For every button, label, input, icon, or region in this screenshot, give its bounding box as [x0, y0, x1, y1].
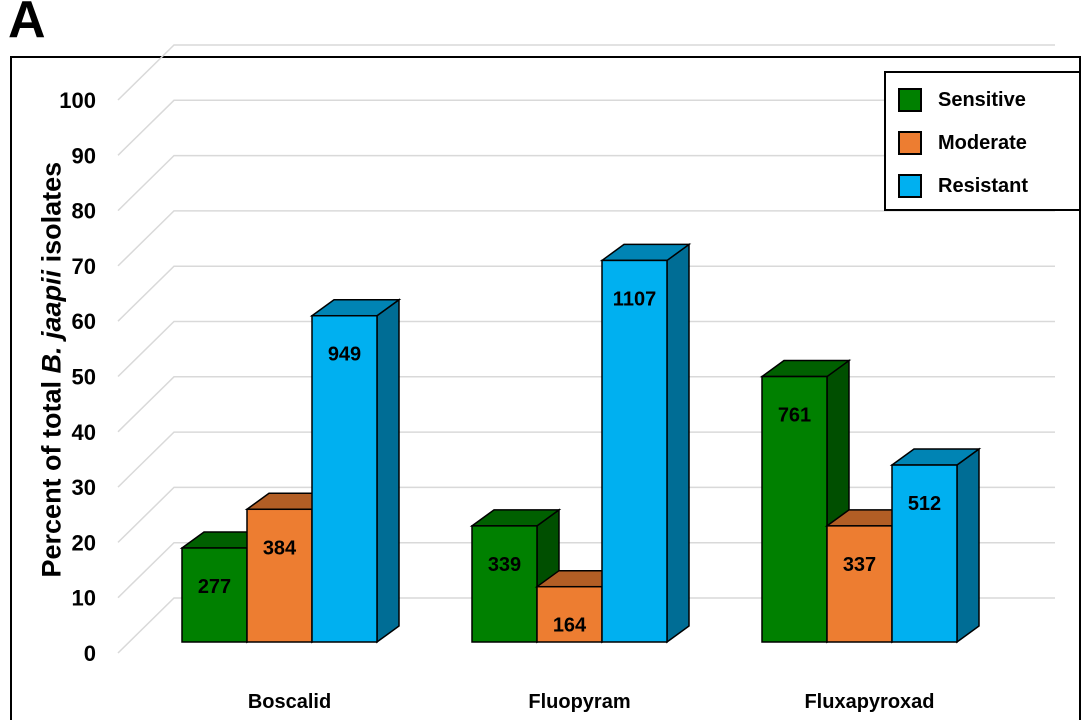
y-tick-label: 60 [72, 309, 96, 334]
legend: Sensitive Moderate Resistant [884, 71, 1081, 211]
legend-swatch-sensitive [898, 88, 922, 112]
gridline [117, 44, 1055, 101]
y-tick-label: 50 [72, 365, 96, 390]
legend-swatch-resistant [898, 174, 922, 198]
bar-front [601, 259, 668, 643]
bar-resistant: 512 [889, 447, 982, 644]
legend-item-resistant: Resistant [898, 174, 1028, 198]
y-axis-label-prefix: Percent of total [36, 373, 67, 578]
gridline [117, 376, 1055, 433]
bar-side [376, 298, 400, 644]
bar-resistant: 949 [309, 298, 402, 644]
y-tick-label: 30 [72, 475, 96, 500]
data-label: 384 [263, 537, 297, 559]
y-axis-label-species: B. jaapii [36, 269, 67, 374]
data-label: 949 [328, 344, 361, 366]
y-tick-label: 80 [72, 199, 96, 224]
y-axis-label-suffix: isolates [36, 161, 67, 270]
data-label: 761 [778, 405, 811, 427]
data-label: 337 [843, 554, 876, 576]
x-tick-label: Fluopyram [528, 691, 630, 713]
panel-label: A [8, 0, 46, 49]
data-label: 277 [198, 576, 231, 598]
y-tick-label: 10 [72, 586, 96, 611]
gridline [117, 210, 1055, 267]
data-label: 164 [553, 615, 587, 637]
bar-side [666, 242, 690, 644]
gridline [117, 99, 1055, 156]
bar-front [181, 547, 248, 643]
bar-front [761, 375, 828, 643]
bar-front [826, 525, 893, 643]
data-label: 512 [908, 493, 941, 515]
x-tick-label: Boscalid [248, 691, 331, 713]
bars: 277 384 949 339 164 1107 761 337 512 [179, 242, 982, 644]
y-axis-label: Percent of total B. jaapii isolates [36, 162, 68, 578]
y-tick-labels: 0 10 20 30 40 50 60 70 80 90 100 [59, 88, 96, 666]
y-tick-label: 0 [84, 641, 96, 666]
legend-label-moderate: Moderate [938, 131, 1027, 154]
legend-item-moderate: Moderate [898, 131, 1027, 155]
chart-frame [10, 56, 1081, 720]
bar-side [956, 447, 980, 644]
bar-front [311, 314, 378, 643]
bar-front [536, 585, 603, 643]
gridline [117, 265, 1055, 322]
legend-label-sensitive: Sensitive [938, 88, 1026, 111]
gridline [117, 320, 1055, 378]
legend-item-sensitive: Sensitive [898, 88, 1026, 112]
bar-resistant: 1107 [599, 242, 692, 644]
y-tick-label: 70 [72, 254, 96, 279]
bar-front [471, 525, 538, 643]
y-tick-label: 40 [72, 420, 96, 445]
data-label: 1107 [613, 288, 656, 310]
y-tick-label: 20 [72, 530, 96, 555]
y-tick-label: 90 [72, 143, 96, 168]
bar-front [246, 508, 313, 643]
legend-label-resistant: Resistant [938, 174, 1029, 197]
gridlines [117, 44, 1055, 654]
bar-front [891, 464, 958, 643]
legend-swatch-moderate [898, 131, 922, 155]
data-label: 339 [488, 554, 521, 576]
y-tick-label: 100 [59, 88, 96, 113]
x-tick-label: Fluxapyroxad [804, 691, 934, 713]
x-tick-labels: Boscalid Fluopyram Fluxapyroxad [248, 691, 935, 713]
gridline [117, 154, 1055, 212]
